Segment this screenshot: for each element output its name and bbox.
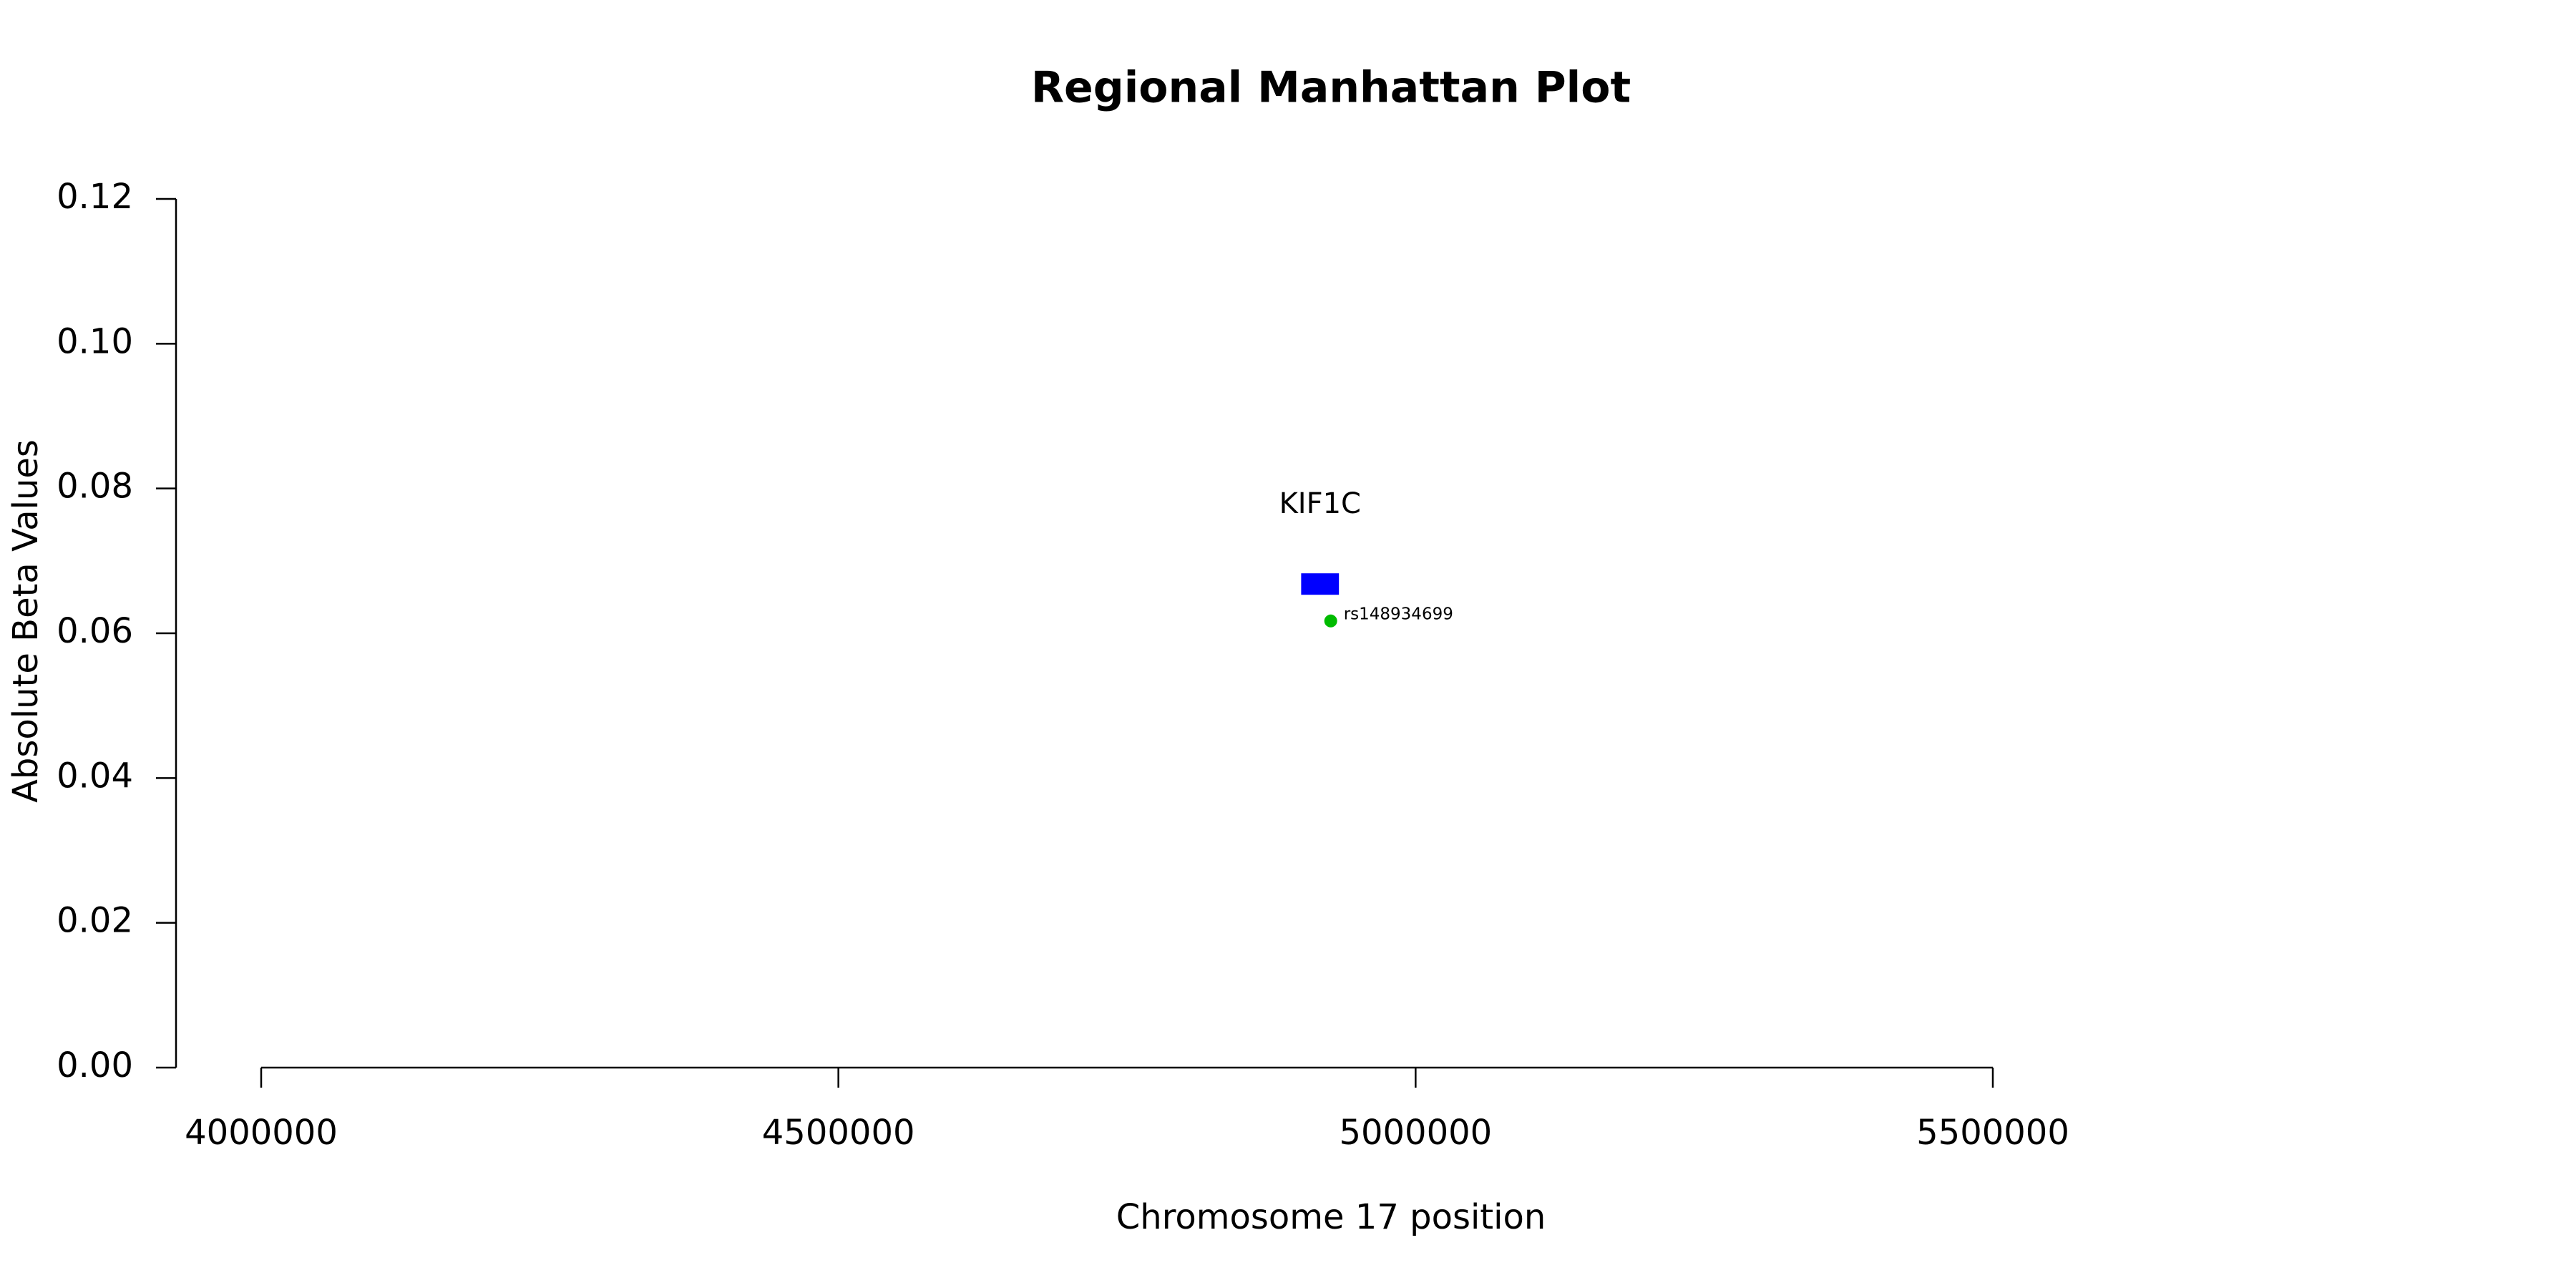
gene-box bbox=[1301, 573, 1340, 595]
y-tick-label: 0.06 bbox=[57, 611, 133, 651]
y-tick-label: 0.02 bbox=[57, 901, 133, 941]
x-tick-label: 5500000 bbox=[1916, 1113, 2069, 1153]
x-tick-label: 4500000 bbox=[762, 1113, 915, 1153]
x-axis-label: Chromosome 17 position bbox=[1116, 1197, 1546, 1237]
x-tick-label: 5000000 bbox=[1339, 1113, 1492, 1153]
y-axis-label: Absolute Beta Values bbox=[6, 439, 46, 803]
x-tick-label: 4000000 bbox=[185, 1113, 338, 1153]
point-label: rs148934699 bbox=[1344, 605, 1453, 623]
y-tick-label: 0.04 bbox=[57, 756, 133, 796]
gene-label: KIF1C bbox=[1279, 487, 1361, 520]
y-tick-label: 0.08 bbox=[57, 467, 133, 507]
y-tick-label: 0.10 bbox=[57, 321, 133, 361]
point bbox=[1324, 614, 1337, 628]
y-tick-label: 0.12 bbox=[57, 177, 133, 217]
y-tick-label: 0.00 bbox=[57, 1045, 133, 1085]
chart-title: Regional Manhattan Plot bbox=[1031, 63, 1631, 113]
